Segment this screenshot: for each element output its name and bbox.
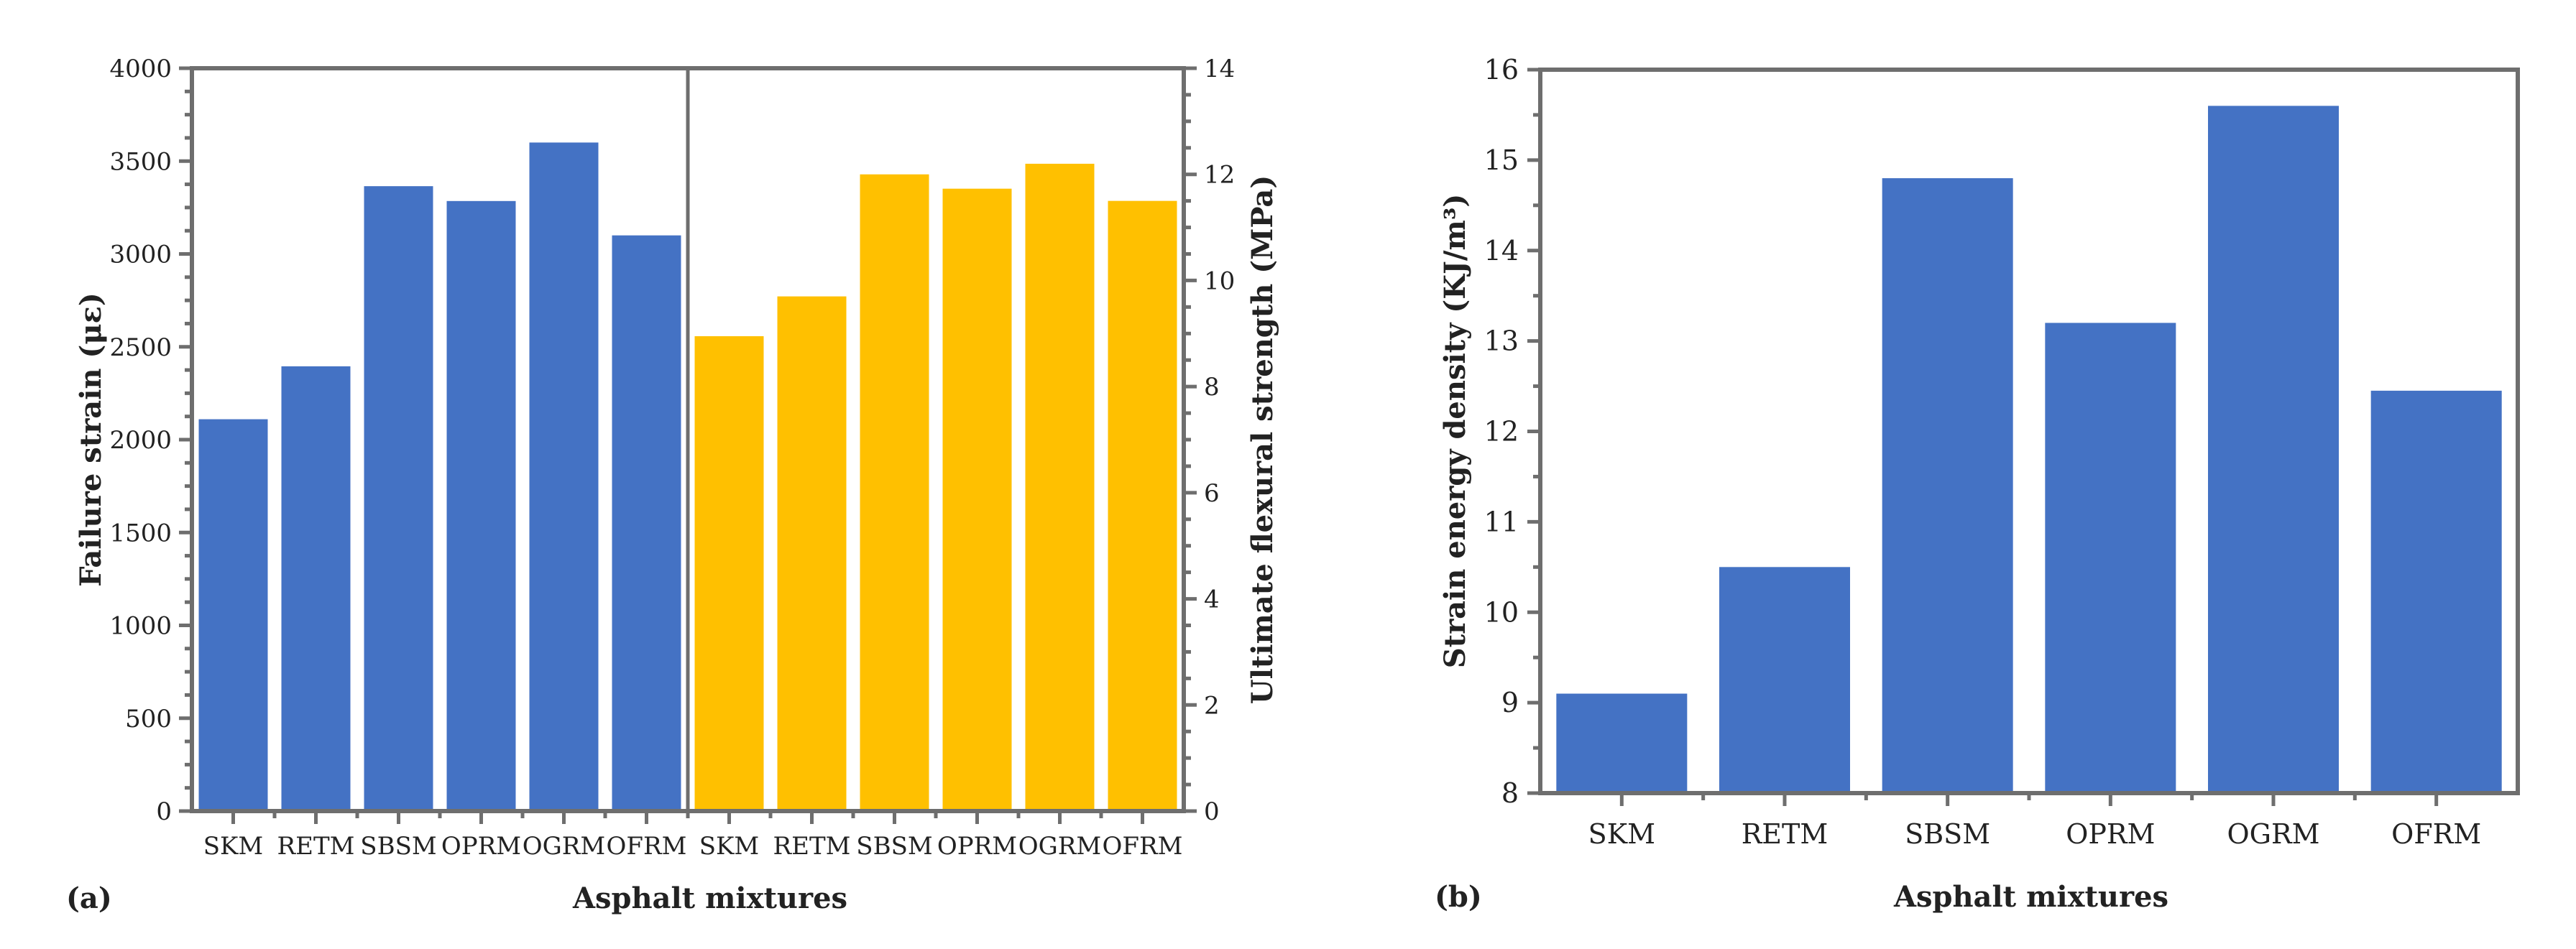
chart-a-ticks bbox=[179, 66, 1197, 824]
chart-b-y-tick-label-15: 15 bbox=[1484, 144, 1519, 176]
chart-a-x-tick-label-left-retm: RETM bbox=[277, 832, 355, 861]
chart-b-y-tick-label-8: 8 bbox=[1501, 777, 1519, 809]
chart-a-x-tick-label-right-ofrm: OFRM bbox=[1103, 832, 1183, 861]
chart-a-tick-labels: SKM RETM SBSM OPRM OGRM OFRM SKM RETM SBSM OPRM OG… bbox=[109, 55, 1235, 861]
chart-a-x-tick-label-right-ogrm: OGRM bbox=[1018, 832, 1101, 861]
chart-a-bar-right-skm bbox=[694, 335, 764, 811]
chart-a-bar-left-ofrm bbox=[612, 235, 681, 811]
chart-a-y-right-tick-label-12: 12 bbox=[1204, 161, 1235, 190]
chart-a-x-tick-label-right-retm: RETM bbox=[773, 832, 851, 861]
chart-a-y-left-tick-label-0: 0 bbox=[156, 797, 172, 826]
chart-a-x-tick-label-left-sbsm: SBSM bbox=[360, 832, 436, 861]
chart-a-y-right-tick-label-4: 4 bbox=[1204, 585, 1220, 614]
chart-a-x-tick-label-right-sbsm: SBSM bbox=[856, 832, 932, 861]
chart-a-y-axis-title-left: Failure strain (με) bbox=[74, 292, 108, 587]
chart-b-bar-ofrm bbox=[2370, 390, 2502, 793]
chart-a-x-tick-label-left-ogrm: OGRM bbox=[523, 832, 605, 861]
chart-a-y-left-tick-label-3500: 3500 bbox=[109, 147, 172, 176]
chart-b: SKM RETM SBSM OPRM OGRM OFRM8910111213141516 … bbox=[1435, 54, 2520, 914]
chart-a-y-right-tick-label-8: 8 bbox=[1204, 373, 1220, 402]
chart-b-x-tick-label-sbsm: SBSM bbox=[1905, 818, 1990, 850]
chart-a-bar-left-skm bbox=[198, 419, 268, 811]
chart-b-x-axis-title: Asphalt mixtures bbox=[1893, 880, 2168, 914]
chart-b-bar-oprm bbox=[2045, 323, 2176, 793]
chart-a-y-right-tick-label-10: 10 bbox=[1204, 267, 1235, 295]
chart-b-y-tick-label-14: 14 bbox=[1484, 235, 1519, 267]
chart-b-y-tick-label-11: 11 bbox=[1484, 506, 1519, 537]
chart-b-y-tick-label-10: 10 bbox=[1484, 596, 1519, 628]
chart-a-x-tick-label-right-oprm: OPRM bbox=[937, 832, 1017, 861]
chart-a-y-left-tick-label-2000: 2000 bbox=[109, 426, 172, 455]
chart-b-y-axis-title: Strain energy density (KJ/m³) bbox=[1438, 194, 1472, 669]
chart-b-x-tick-label-ofrm: OFRM bbox=[2391, 818, 2481, 850]
chart-a-bar-right-ofrm bbox=[1108, 200, 1177, 812]
chart-b-x-tick-label-skm: SKM bbox=[1588, 818, 1655, 850]
chart-b-y-tick-label-12: 12 bbox=[1484, 416, 1519, 448]
chart-a-y-left-tick-label-1500: 1500 bbox=[109, 519, 172, 547]
chart-a-x-tick-label-left-oprm: OPRM bbox=[441, 832, 521, 861]
chart-a-bar-left-retm bbox=[281, 366, 351, 812]
chart-b-x-tick-label-retm: RETM bbox=[1742, 818, 1828, 850]
chart-a-y-left-tick-label-1000: 1000 bbox=[109, 612, 172, 641]
chart-b-y-tick-label-9: 9 bbox=[1501, 687, 1519, 718]
chart-b-ticks bbox=[1527, 68, 2439, 806]
chart-a: SKM RETM SBSM OPRM OGRM OFRM SKM RETM SBSM OPRM OG… bbox=[66, 55, 1279, 915]
chart-b-x-tick-label-ogrm: OGRM bbox=[2227, 818, 2319, 850]
chart-a-bar-left-ogrm bbox=[529, 142, 599, 811]
chart-a-bar-right-retm bbox=[777, 296, 847, 812]
chart-a-x-tick-label-left-skm: SKM bbox=[203, 832, 264, 861]
chart-a-bars bbox=[198, 142, 1177, 812]
chart-b-x-tick-label-oprm: OPRM bbox=[2066, 818, 2155, 850]
chart-a-y-left-tick-label-4000: 4000 bbox=[109, 55, 172, 83]
chart-a-y-right-tick-label-2: 2 bbox=[1204, 691, 1220, 720]
chart-a-x-tick-label-left-ofrm: OFRM bbox=[607, 832, 687, 861]
chart-a-y-left-tick-label-3000: 3000 bbox=[109, 241, 172, 269]
chart-a-bar-left-oprm bbox=[446, 200, 516, 811]
chart-b-y-tick-label-16: 16 bbox=[1484, 54, 1519, 85]
chart-a-y-right-tick-label-14: 14 bbox=[1204, 55, 1235, 83]
chart-a-bar-left-sbsm bbox=[364, 186, 433, 812]
chart-b-bar-retm bbox=[1719, 567, 1850, 793]
chart-a-bar-right-sbsm bbox=[860, 174, 929, 811]
chart-a-y-left-tick-label-2500: 2500 bbox=[109, 333, 172, 362]
chart-b-tick-labels: SKM RETM SBSM OPRM OGRM OFRM 8 9 10 11 12 13 14 15 16 bbox=[1484, 54, 2482, 850]
chart-a-y-right-tick-label-6: 6 bbox=[1204, 479, 1220, 508]
chart-a-x-tick-label-right-skm: SKM bbox=[699, 832, 760, 861]
panel-label-b: (b) bbox=[1435, 880, 1482, 914]
chart-b-bar-skm bbox=[1556, 693, 1688, 793]
chart-a-y-axis-title-right: Ultimate flexural strength (MPa) bbox=[1246, 175, 1279, 705]
chart-a-bar-right-oprm bbox=[942, 188, 1012, 811]
chart-b-bar-sbsm bbox=[1882, 178, 2013, 794]
chart-b-bars bbox=[1556, 106, 2502, 794]
chart-a-y-left-tick-label-500: 500 bbox=[125, 705, 172, 733]
panel-label-a: (a) bbox=[66, 881, 112, 915]
chart-a-y-right-tick-label-0: 0 bbox=[1204, 797, 1220, 826]
chart-a-bar-right-ogrm bbox=[1025, 163, 1095, 811]
chart-b-y-tick-label-13: 13 bbox=[1484, 325, 1519, 357]
chart-a-x-axis-title: Asphalt mixtures bbox=[572, 881, 847, 915]
chart-b-bar-ogrm bbox=[2208, 106, 2339, 794]
